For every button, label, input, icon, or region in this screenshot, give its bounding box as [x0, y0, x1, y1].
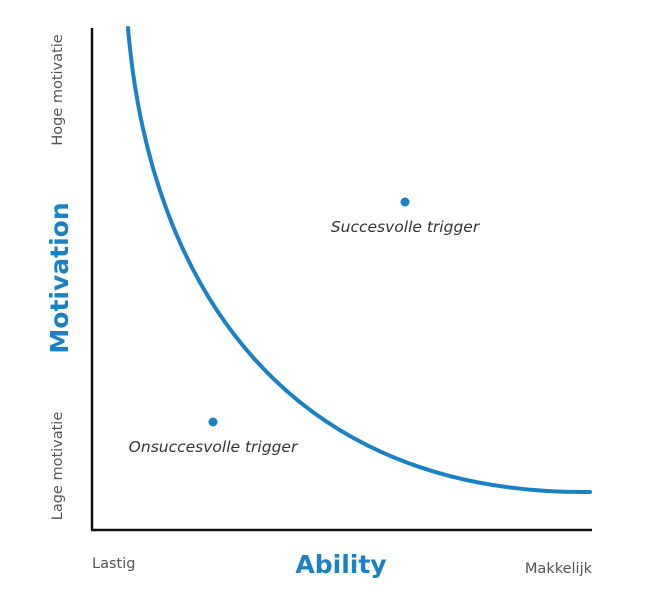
- action-line-curve: [126, 26, 592, 495]
- x-axis-low-label: Lastig: [92, 556, 135, 572]
- success-point: [400, 197, 410, 207]
- success-point-label: Succesvolle trigger: [331, 218, 481, 236]
- fail-point: [208, 417, 218, 427]
- y-axis-high-label: Hoge motivatie: [50, 34, 66, 145]
- fail-point-label: Onsuccesvolle trigger: [129, 438, 299, 456]
- x-axis-high-label: Makkelijk: [525, 561, 593, 577]
- y-axis-low-label: Lage motivatie: [50, 412, 66, 521]
- x-axis-title: Ability: [295, 550, 386, 579]
- y-axis-title: Motivation: [45, 202, 74, 353]
